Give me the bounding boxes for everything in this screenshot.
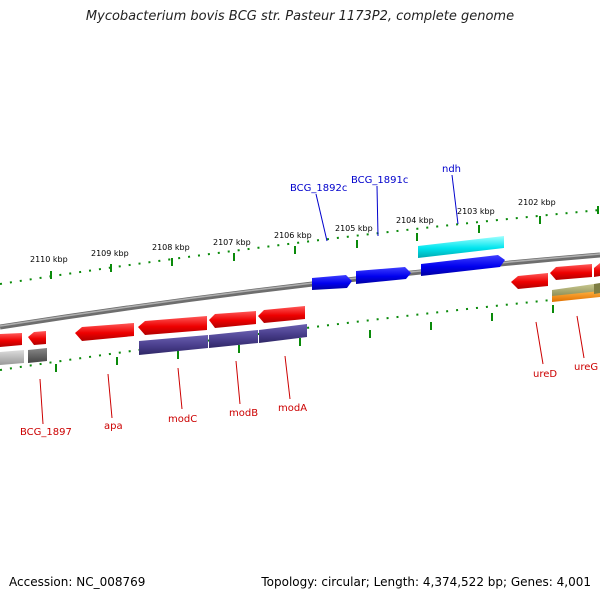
ruler-label: 2104 kbp bbox=[396, 216, 434, 225]
gene-ureg[interactable] bbox=[550, 264, 592, 280]
label-apa[interactable]: apa bbox=[104, 421, 123, 432]
gene-ured[interactable] bbox=[511, 273, 548, 289]
outer-ruler bbox=[0, 209, 600, 285]
reverse-features bbox=[0, 263, 600, 347]
feature-moda-purple bbox=[259, 324, 307, 343]
label-leaders bbox=[39, 174, 585, 425]
feature-ureg-orange bbox=[552, 291, 600, 302]
topology-footer: Topology: circular; Length: 4,374,522 bp… bbox=[261, 575, 591, 589]
ruler-label: 2107 kbp bbox=[213, 238, 251, 247]
label-bcg-1897[interactable]: BCG_1897 bbox=[20, 427, 72, 438]
ruler-label: 2103 kbp bbox=[457, 207, 495, 216]
label-modb[interactable]: modB bbox=[229, 408, 258, 419]
inner-ruler-major-ticks bbox=[55, 305, 554, 372]
map-title: Mycobacterium bovis BCG str. Pasteur 117… bbox=[85, 9, 515, 24]
forward-features bbox=[312, 236, 505, 290]
gene-bcg-1892c[interactable] bbox=[312, 275, 352, 290]
label-modc[interactable]: modC bbox=[168, 414, 197, 425]
ruler-label: 2110 kbp bbox=[30, 255, 68, 264]
ruler-label: 2105 kbp bbox=[335, 224, 373, 233]
feature-modb-purple bbox=[209, 330, 258, 348]
gene-left-edge[interactable] bbox=[0, 333, 22, 347]
reverse-features-row2 bbox=[0, 283, 600, 365]
gene-modc[interactable] bbox=[138, 316, 207, 335]
ruler-label: 2109 kbp bbox=[91, 249, 129, 258]
feature-dark-grey bbox=[28, 348, 47, 363]
ruler-label: 2102 kbp bbox=[518, 198, 556, 207]
gene-modb[interactable] bbox=[209, 311, 256, 328]
label-ured[interactable]: ureD bbox=[533, 369, 557, 380]
gene-right-edge[interactable] bbox=[594, 263, 600, 277]
gene-apa[interactable] bbox=[75, 323, 134, 341]
gene-moda[interactable] bbox=[258, 306, 305, 323]
outer-ruler-major-ticks bbox=[50, 206, 599, 279]
gene-ndh[interactable] bbox=[421, 255, 505, 276]
ruler-labels: 2110 kbp 2109 kbp 2108 kbp 2107 kbp 2106… bbox=[30, 198, 556, 264]
label-moda[interactable]: modA bbox=[278, 403, 307, 414]
label-bcg-1892c[interactable]: BCG_1892c bbox=[290, 183, 347, 194]
gene-bcg-1891c[interactable] bbox=[356, 267, 411, 284]
label-bcg-1891c[interactable]: BCG_1891c bbox=[351, 175, 408, 186]
ruler-label: 2106 kbp bbox=[274, 231, 312, 240]
feature-ndh-rna[interactable] bbox=[418, 236, 504, 258]
feature-right-olive bbox=[594, 283, 600, 294]
gene-labels: BCG_1892c BCG_1891c ndh BCG_1897 apa mod… bbox=[20, 164, 598, 438]
label-ureg[interactable]: ureG bbox=[574, 362, 598, 373]
inner-ruler bbox=[0, 294, 600, 371]
accession-footer: Accession: NC_008769 bbox=[9, 575, 146, 589]
label-ndh[interactable]: ndh bbox=[442, 164, 461, 175]
chromosome-backbone bbox=[0, 252, 600, 330]
chromosome-backbone-highlight bbox=[0, 253, 600, 327]
ruler-label: 2108 kbp bbox=[152, 243, 190, 252]
feature-modc-purple bbox=[139, 335, 208, 355]
gene-bcg-1897[interactable] bbox=[28, 331, 46, 345]
feature-grey-left bbox=[0, 350, 24, 365]
